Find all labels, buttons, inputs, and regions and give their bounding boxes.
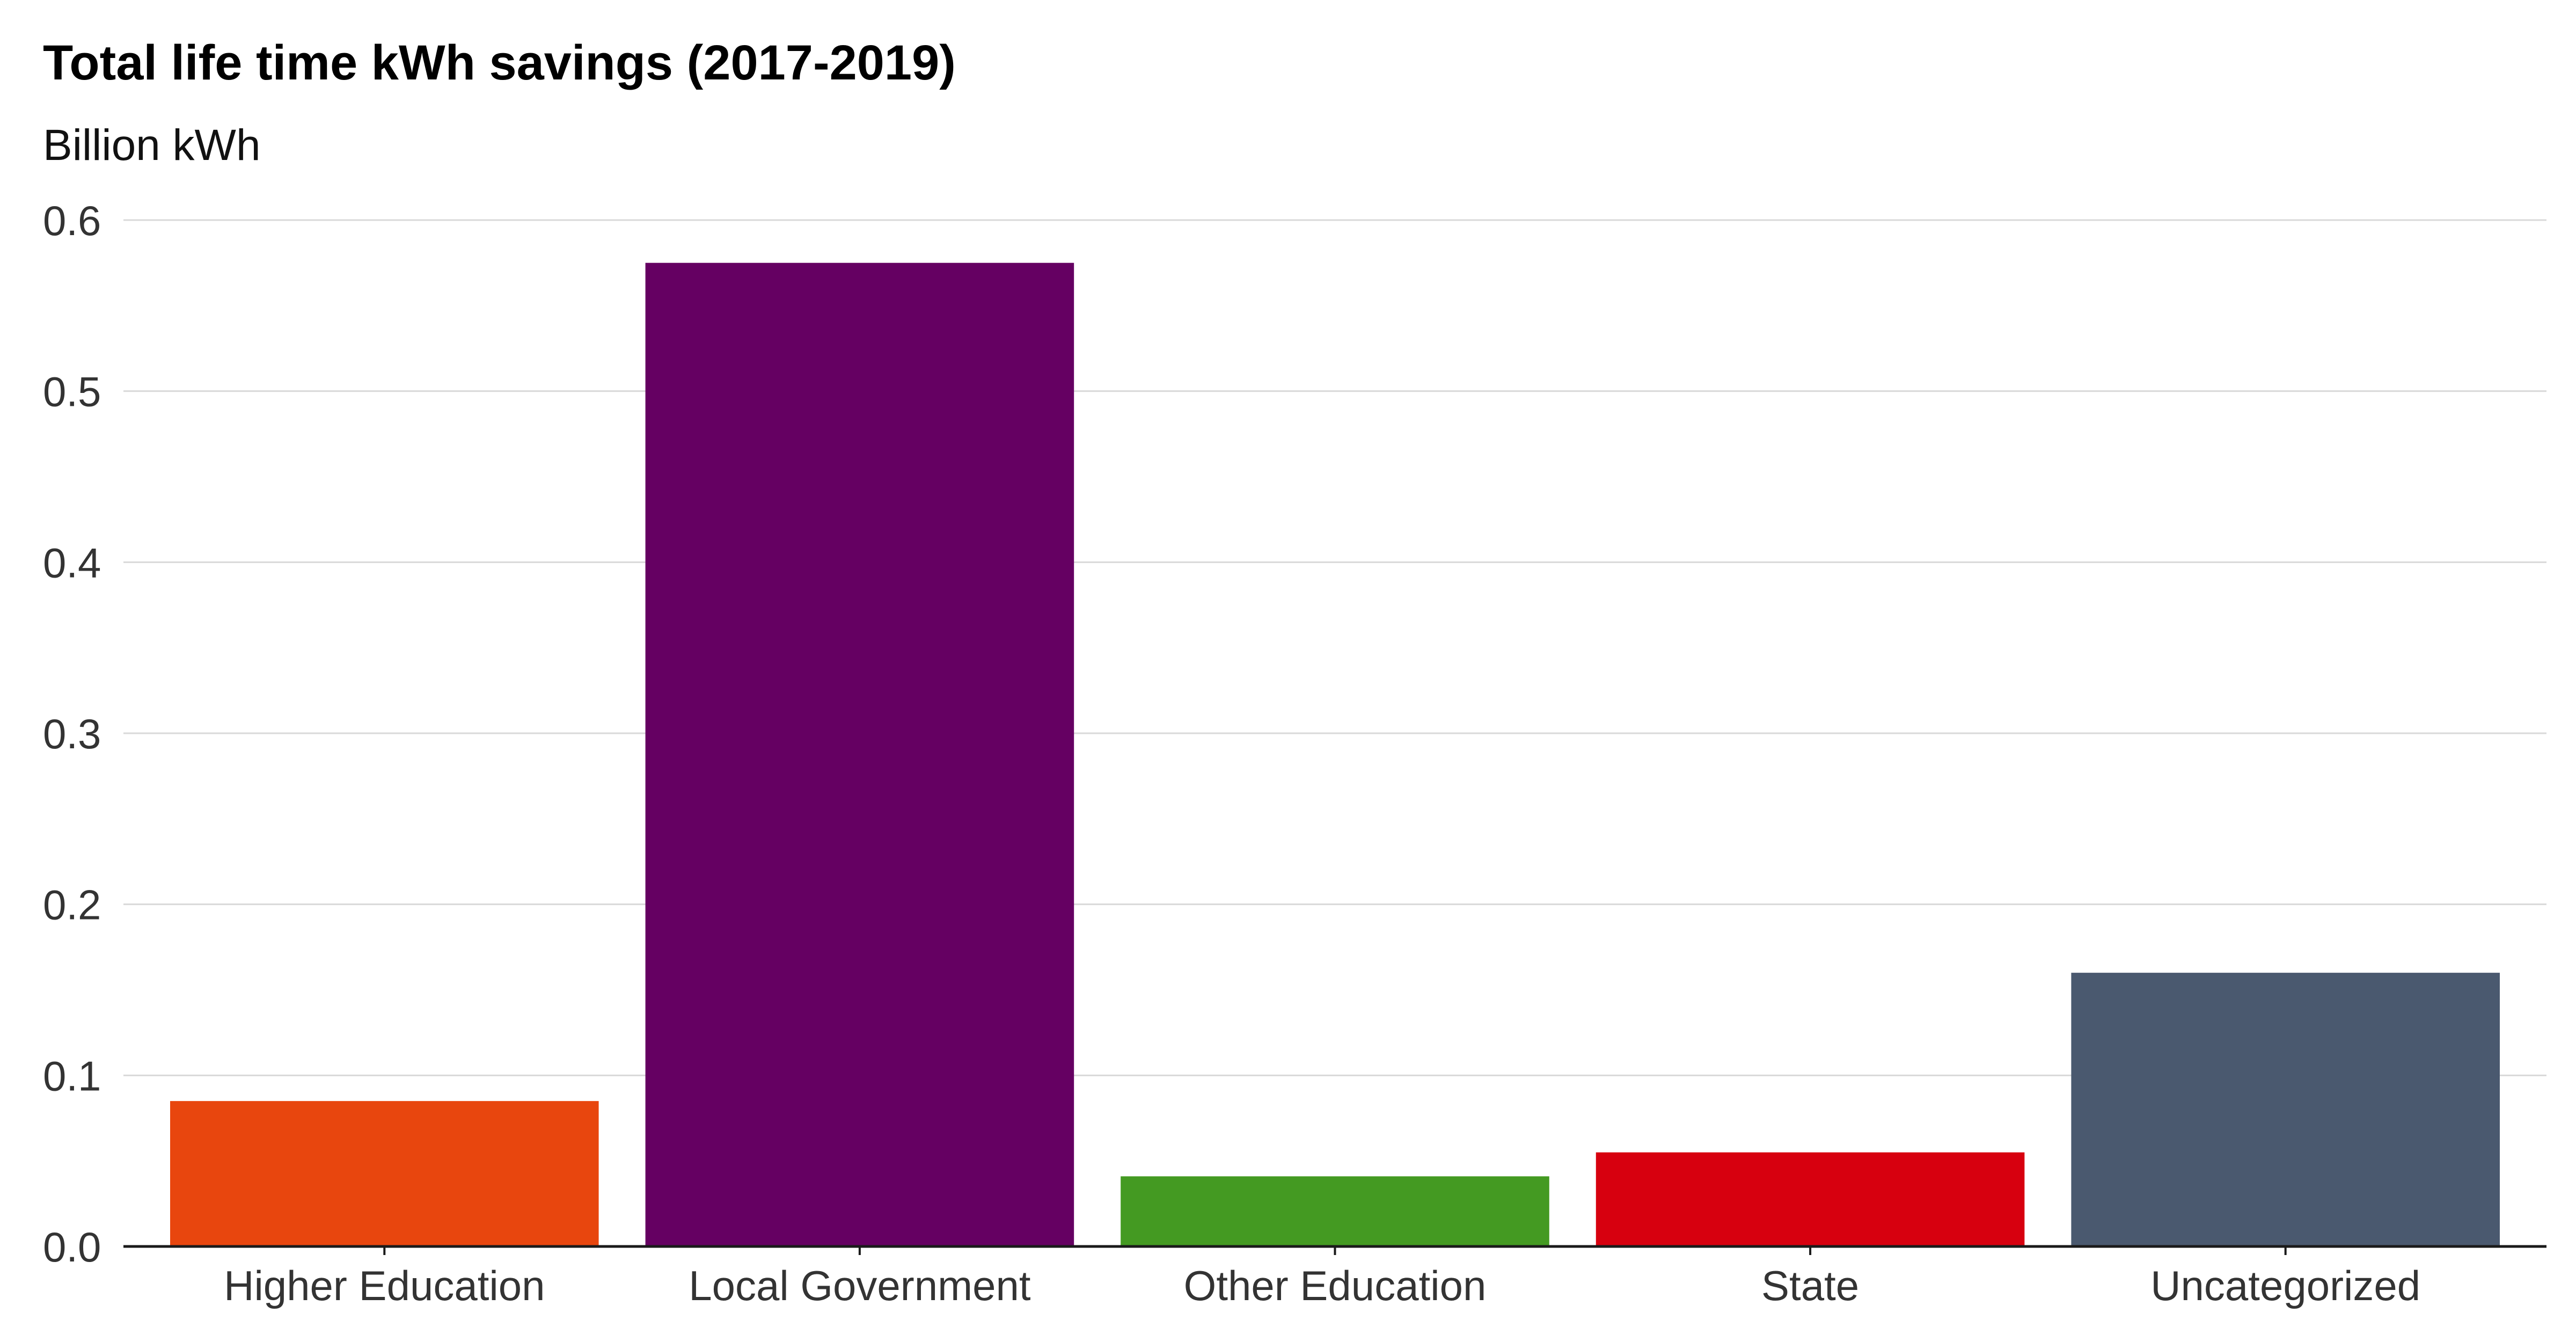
- chart-subtitle: Billion kWh: [43, 121, 261, 170]
- bar: [2071, 973, 2500, 1246]
- y-tick-label: 0.0: [43, 1223, 101, 1271]
- bar: [170, 1101, 599, 1246]
- y-tick-label: 0.2: [43, 881, 101, 929]
- bar: [1121, 1176, 1549, 1246]
- y-tick-label: 0.1: [43, 1052, 101, 1099]
- x-tick-label: Higher Education: [224, 1262, 545, 1309]
- bar: [1596, 1152, 2025, 1246]
- y-tick-label: 0.4: [43, 539, 101, 586]
- y-tick-label: 0.5: [43, 368, 101, 415]
- x-tick-label: Uncategorized: [2150, 1262, 2420, 1309]
- bar: [645, 262, 1074, 1247]
- chart-title: Total life time kWh savings (2017-2019): [43, 35, 956, 90]
- x-tick-label: Other Education: [1184, 1262, 1487, 1309]
- y-tick-label: 0.6: [43, 197, 101, 244]
- x-tick-label: State: [1761, 1262, 1859, 1309]
- gridlines: [123, 219, 2546, 1076]
- y-tick-label: 0.3: [43, 710, 101, 757]
- bars: [170, 262, 2500, 1247]
- x-tick-label: Local Government: [689, 1262, 1031, 1309]
- x-axis-ticks: Higher Education Local Government Other Ed…: [224, 1246, 2420, 1309]
- y-axis-ticks: 0.0 0.1 0.2 0.3 0.4 0.5 0.6: [43, 197, 101, 1271]
